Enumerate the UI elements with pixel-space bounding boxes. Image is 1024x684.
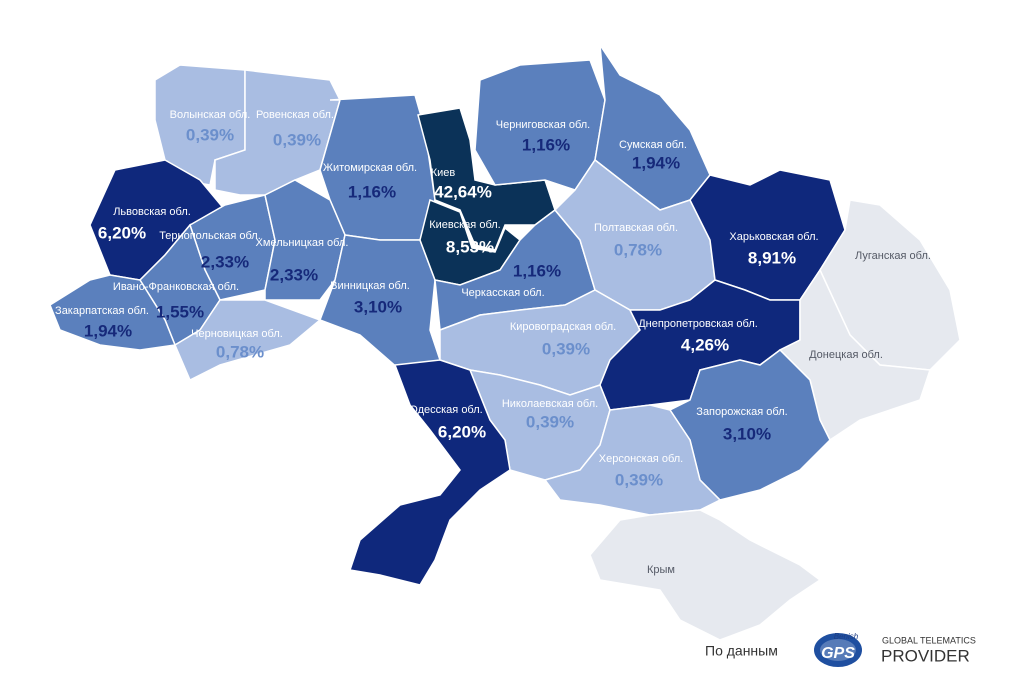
region-value: 1,94% — [632, 153, 680, 172]
brand-text: Benish — [834, 632, 859, 641]
region-value: 2,33% — [201, 252, 249, 271]
region-value: 3,10% — [723, 424, 771, 443]
region-name: Волынская обл. — [170, 109, 251, 121]
region-value: 1,55% — [156, 302, 204, 321]
region-name: Луганская обл. — [855, 250, 931, 262]
region-name: Кировоградская обл. — [510, 321, 616, 333]
region-value: 4,26% — [681, 335, 729, 354]
region — [174, 299, 322, 382]
logo-mark — [814, 633, 862, 667]
region-value: 3,10% — [354, 297, 402, 316]
footer: По данным GPS Benish GLOBAL TELEMATICS P… — [705, 632, 976, 667]
region-value: 0,78% — [216, 342, 264, 361]
region-name: Винницкая обл. — [330, 280, 410, 292]
region-name: Хмельницкая обл. — [256, 237, 349, 249]
region-value: 0,39% — [615, 470, 663, 489]
region-name: Херсонская обл. — [599, 453, 683, 465]
region-value: 1,94% — [84, 321, 132, 340]
region-name: Донецкая обл. — [809, 349, 883, 361]
region-name: Житомирская обл. — [323, 162, 417, 174]
region-name: Запорожская обл. — [696, 406, 787, 418]
region-value: 2,33% — [270, 265, 318, 284]
region-name: Киевская обл. — [429, 219, 500, 231]
region-name: Ивано-Франковская обл. — [113, 281, 239, 293]
region-name: Полтавская обл. — [594, 222, 678, 234]
region-name: Одесская обл. — [409, 404, 482, 416]
region-value: 42,64% — [434, 182, 492, 201]
region — [264, 179, 346, 301]
region — [49, 274, 177, 351]
region-name: Черниговская обл. — [496, 119, 590, 131]
tagline: GLOBAL TELEMATICS — [882, 635, 976, 645]
region-name: Сумская обл. — [619, 139, 687, 151]
region-name: Ровенская обл. — [256, 109, 334, 121]
region-value: 8,53% — [446, 237, 494, 256]
source-label: По данным — [705, 643, 778, 659]
region-value: 0,39% — [526, 412, 574, 431]
region — [154, 64, 246, 186]
region-value: 0,39% — [273, 130, 321, 149]
region-value: 8,91% — [748, 248, 796, 267]
region-name: Черновицкая обл. — [191, 328, 283, 340]
region-value: 0,39% — [542, 339, 590, 358]
region-value: 1,16% — [513, 261, 561, 280]
provider: PROVIDER — [881, 646, 970, 665]
logo-shine — [820, 639, 856, 661]
region — [589, 509, 822, 641]
region-value: 1,16% — [348, 182, 396, 201]
region-name: Тернопольская обл. — [159, 230, 261, 242]
region-name: Киев — [431, 167, 456, 179]
region-value: 6,20% — [98, 223, 146, 242]
region-value: 1,16% — [522, 135, 570, 154]
region-name: Николаевская обл. — [502, 398, 598, 410]
region — [349, 359, 511, 586]
region-value: 0,78% — [614, 240, 662, 259]
region-value: 6,20% — [438, 422, 486, 441]
region-name: Днепропетровская обл. — [638, 318, 758, 330]
region-name: Черкасская обл. — [461, 287, 544, 299]
region-value: 0,39% — [186, 125, 234, 144]
region-name: Закарпатская обл. — [55, 305, 149, 317]
region-name: Львовская обл. — [113, 206, 191, 218]
region-name: Крым — [647, 564, 675, 576]
logo-text: GPS — [821, 645, 855, 662]
region-name: Харьковская обл. — [729, 231, 818, 243]
